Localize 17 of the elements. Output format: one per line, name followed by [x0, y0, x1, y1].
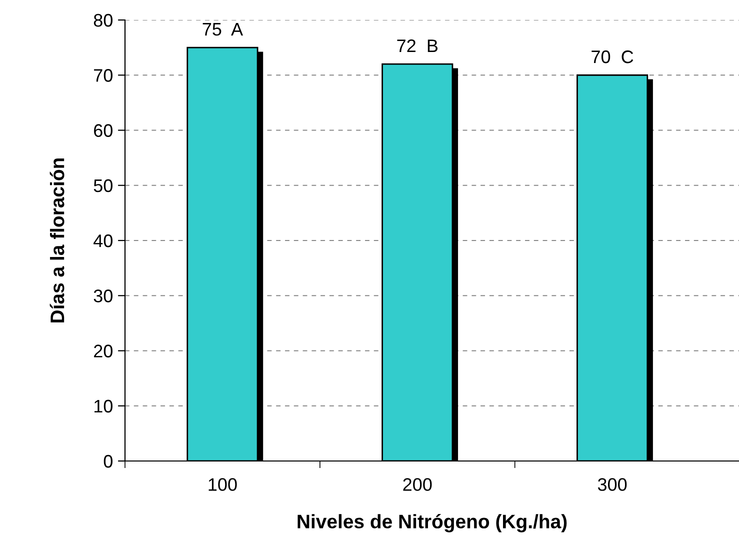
data-label: 75 A	[202, 23, 244, 36]
y-tick-label: 60	[94, 124, 112, 137]
y-tick-label: 10	[94, 400, 112, 413]
y-axis-title: Días a la floración	[50, 158, 64, 322]
data-label: 72 B	[397, 39, 438, 52]
x-tick-label: 300	[598, 478, 627, 491]
y-tick-label: 20	[94, 344, 112, 358]
x-axis-title: Niveles de Nitrógeno (Kg./ha)	[298, 514, 567, 532]
y-tick-label: 0	[104, 454, 112, 468]
x-tick-label: 100	[208, 478, 237, 491]
y-tick-label: 30	[94, 290, 112, 302]
y-tick-label: 50	[94, 179, 112, 192]
y-tick-label: 40	[94, 234, 112, 248]
data-label: 70 C	[592, 50, 634, 64]
x-tick-label: 200	[403, 478, 432, 491]
y-tick-label: 70	[94, 69, 112, 82]
y-tick-label: 80	[94, 14, 112, 27]
